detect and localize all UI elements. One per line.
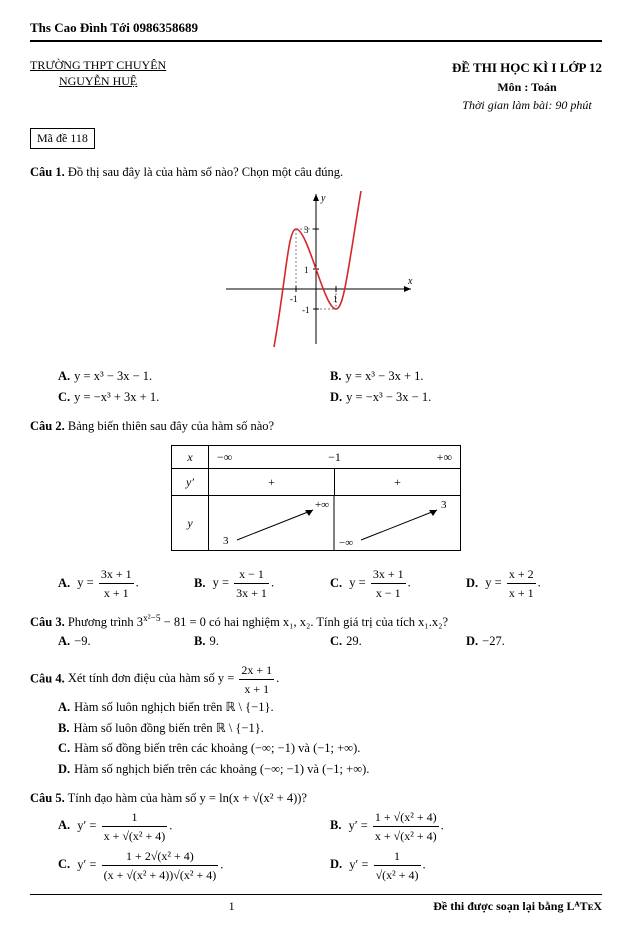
q2-choice-c: C. y = 3x + 1x − 1. — [330, 565, 466, 602]
question-3: Câu 3. Phương trình 3x²−5 − 81 = 0 có ha… — [30, 612, 602, 651]
svg-text:-1: -1 — [290, 294, 298, 304]
q4-choices: A.Hàm số luôn nghịch biến trên ℝ \ {−1}.… — [58, 698, 602, 779]
q3-text: Phương trình 3x²−5 − 81 = 0 có hai nghiệ… — [68, 615, 448, 629]
q1-choices: A.y = x³ − 3x − 1. B.y = x³ − 3x + 1. C.… — [58, 367, 602, 407]
q5-choice-c: C. y′ = 1 + 2√(x² + 4)(x + √(x² + 4))√(x… — [58, 847, 330, 884]
q5-text: Tính đạo hàm của hàm số y = ln(x + √(x² … — [68, 791, 307, 805]
exam-code-box: Mã đề 118 — [30, 128, 95, 149]
q3-choices: A.−9. B.9. C.29. D.−27. — [58, 632, 602, 651]
svg-text:3: 3 — [441, 499, 447, 511]
header-rule — [30, 40, 602, 42]
q3-choice-a: A.−9. — [58, 632, 194, 651]
q4-text: Xét tính đơn điệu của hàm số y = 2x + 1x… — [68, 671, 279, 685]
school-line1: TRƯỜNG THPT CHUYÊN — [30, 58, 166, 74]
svg-text:-1: -1 — [302, 305, 310, 315]
q2-choice-a: A. y = 3x + 1x + 1. — [58, 565, 194, 602]
title-block: TRƯỜNG THPT CHUYÊN NGUYỄN HUỆ ĐỀ THI HỌC… — [30, 58, 602, 114]
q1-text: Đồ thị sau đây là của hàm số nào? Chọn m… — [68, 165, 343, 179]
q1-choice-a: A.y = x³ − 3x − 1. — [58, 367, 330, 386]
q5-choices: A. y′ = 1x + √(x² + 4). B. y′ = 1 + √(x²… — [58, 808, 602, 884]
exam-duration: Thời gian làm bài: 90 phút — [452, 96, 602, 114]
vt-y: y — [172, 496, 209, 551]
q1-graph: x y 3 1 -1 -1 1 — [30, 189, 602, 355]
author-header: Ths Cao Đình Tới 0986358689 — [30, 20, 602, 36]
q1-choice-b: B.y = x³ − 3x + 1. — [330, 367, 602, 386]
svg-text:3: 3 — [223, 535, 229, 547]
q4-choice-c: C.Hàm số đồng biến trên các khoảng (−∞; … — [58, 739, 602, 758]
q1-choice-c: C.y = −x³ + 3x + 1. — [58, 388, 330, 407]
question-2: Câu 2. Bảng biến thiên sau đây của hàm s… — [30, 417, 602, 603]
q5-choice-d: D. y′ = 1√(x² + 4). — [330, 847, 602, 884]
vt-yrow: 3 +∞ −∞ 3 — [209, 496, 461, 551]
q4-choice-d: D.Hàm số nghịch biến trên các khoảng (−∞… — [58, 760, 602, 779]
svg-text:1: 1 — [304, 265, 309, 275]
q1-graph-svg: x y 3 1 -1 -1 1 — [216, 189, 416, 349]
svg-text:3: 3 — [304, 225, 309, 235]
q1-label: Câu 1. — [30, 165, 65, 179]
q3-choice-d: D.−27. — [466, 632, 602, 651]
q3-label: Câu 3. — [30, 615, 65, 629]
school-name: TRƯỜNG THPT CHUYÊN NGUYỄN HUỆ — [30, 58, 166, 114]
question-4: Câu 4. Xét tính đơn điệu của hàm số y = … — [30, 661, 602, 779]
q2-variation-table: x −∞ −1 +∞ y′ + + — [30, 445, 602, 551]
q5-label: Câu 5. — [30, 791, 65, 805]
svg-text:−∞: −∞ — [339, 537, 353, 549]
question-5: Câu 5. Tính đạo hàm của hàm số y = ln(x … — [30, 789, 602, 884]
q2-choice-d: D. y = x + 2x + 1. — [466, 565, 602, 602]
page-number: 1 — [229, 899, 235, 914]
vt-yprimerow: + + — [209, 469, 461, 496]
svg-text:+∞: +∞ — [315, 499, 329, 511]
q1-choice-d: D.y = −x³ − 3x − 1. — [330, 388, 602, 407]
exam-title: ĐỀ THI HỌC KÌ I LỚP 12 Môn : Toán Thời g… — [452, 58, 602, 114]
q5-choice-b: B. y′ = 1 + √(x² + 4)x + √(x² + 4). — [330, 808, 602, 845]
svg-text:y: y — [320, 193, 326, 204]
vt-x: x — [172, 446, 209, 469]
q2-choice-b: B. y = x − 13x + 1. — [194, 565, 330, 602]
svg-text:x: x — [407, 276, 413, 287]
exam-main-title: ĐỀ THI HỌC KÌ I LỚP 12 — [452, 58, 602, 78]
q4-choice-b: B.Hàm số luôn đồng biến trên ℝ \ {−1}. — [58, 719, 602, 738]
q5-choice-a: A. y′ = 1x + √(x² + 4). — [58, 808, 330, 845]
page-footer: 1 Đề thi được soạn lại bằng LᴬTᴇX — [30, 899, 602, 914]
footer-rule — [30, 894, 602, 895]
q3-choice-c: C.29. — [330, 632, 466, 651]
q2-text: Bảng biến thiên sau đây của hàm số nào? — [68, 419, 274, 433]
school-line2: NGUYỄN HUỆ — [30, 74, 166, 90]
q4-label: Câu 4. — [30, 671, 65, 685]
q3-choice-b: B.9. — [194, 632, 330, 651]
svg-text:1: 1 — [333, 294, 338, 304]
q2-label: Câu 2. — [30, 419, 65, 433]
question-1: Câu 1. Đồ thị sau đây là của hàm số nào?… — [30, 163, 602, 407]
footer-credit: Đề thi được soạn lại bằng LᴬTᴇX — [433, 899, 602, 914]
vt-yprime: y′ — [172, 469, 209, 496]
vt-xrow: −∞ −1 +∞ — [209, 446, 461, 469]
exam-subject: Môn : Toán — [452, 78, 602, 96]
q2-choices: A. y = 3x + 1x + 1. B. y = x − 13x + 1. … — [58, 565, 602, 602]
q4-choice-a: A.Hàm số luôn nghịch biến trên ℝ \ {−1}. — [58, 698, 602, 717]
